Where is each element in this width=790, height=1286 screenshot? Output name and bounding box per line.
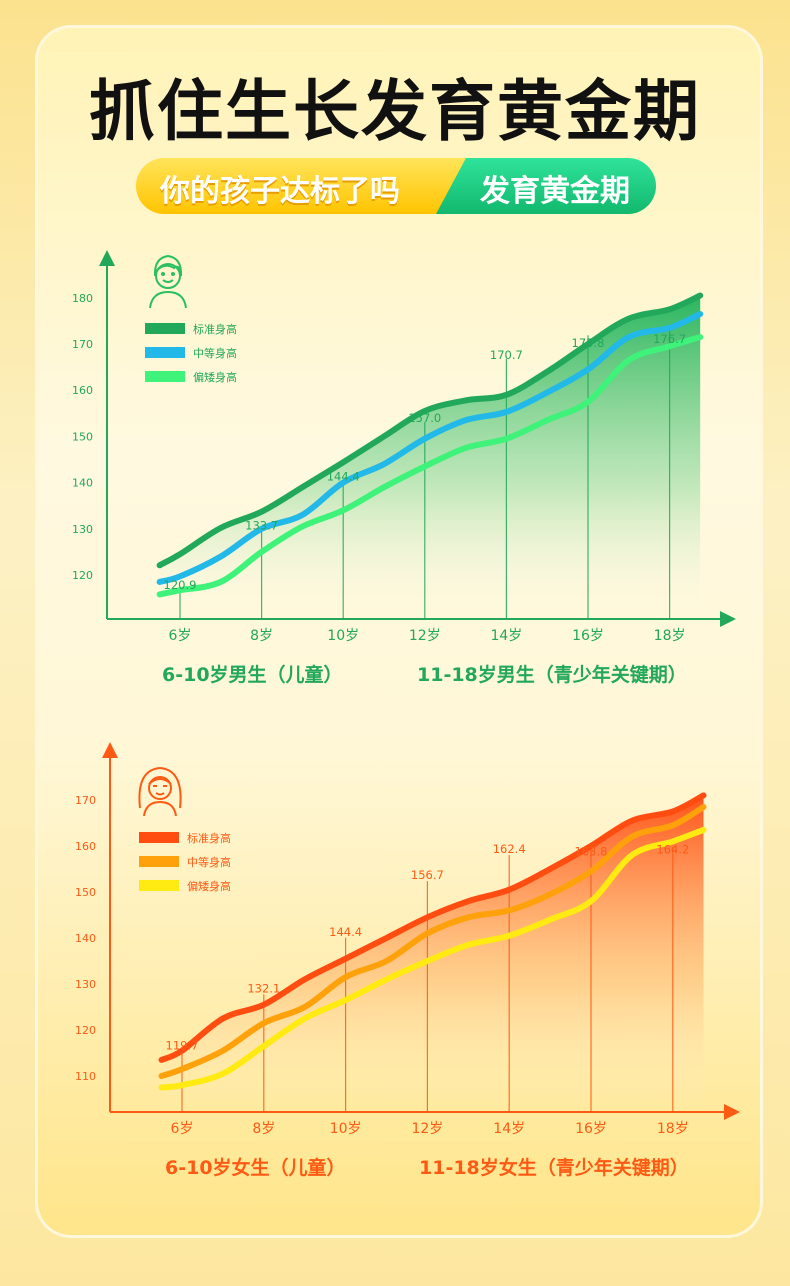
girl-y-tick-label: 160 (75, 840, 96, 853)
boy-data-label: 144.4 (327, 469, 360, 483)
girl-data-label: 162.4 (493, 842, 526, 856)
boy-x-tick-label: 10岁 (327, 628, 359, 644)
boy-series-line (156, 334, 704, 598)
girl-chart: 110 120 130 140 150 160 170 6岁 8岁 10岁 12岁 14岁 16岁 18岁… (75, 742, 740, 1137)
girl-data-label: 132.1 (247, 981, 280, 995)
girl-x-tick-label: 18岁 (657, 1121, 689, 1137)
girl-x-tick-label: 10岁 (330, 1121, 362, 1137)
girl-legend-swatch (139, 880, 179, 891)
boy-y-tick-label: 140 (72, 477, 93, 490)
boy-y-tick-label: 130 (72, 523, 93, 536)
girl-y-tick-label: 170 (75, 794, 96, 807)
girl-section-label-teen: 11-18岁女生（青少年关键期） (419, 1157, 689, 1179)
boy-x-tick-label: 16岁 (572, 628, 604, 644)
boy-legend-swatch (145, 323, 185, 334)
boy-y-tick-label: 180 (72, 292, 93, 305)
girl-legend-label: 偏矮身高 (187, 879, 231, 893)
boy-x-tick-label: 14岁 (490, 628, 522, 644)
girl-x-tick-label: 16岁 (575, 1121, 607, 1137)
boy-legend-swatch (145, 371, 185, 382)
boy-data-label: 120.9 (164, 578, 197, 592)
boy-area-fill (159, 295, 701, 619)
girl-y-tick-label: 150 (75, 886, 96, 899)
girl-legend-swatch (139, 832, 179, 843)
girl-legend-label: 中等身高 (187, 855, 231, 869)
girl-legend-swatch (139, 856, 179, 867)
boy-x-tick-label: 6岁 (169, 628, 192, 644)
girl-data-label: 164.2 (656, 843, 689, 857)
boy-x-tick-label: 8岁 (250, 628, 273, 644)
banner-right-text: 发育黄金期 (480, 174, 630, 209)
girl-x-tick-label: 14岁 (493, 1121, 525, 1137)
girl-data-label: 156.7 (411, 868, 444, 882)
boy-section-label-teen: 11-18岁男生（青少年关键期） (417, 664, 687, 686)
girl-data-label: 163.8 (575, 845, 608, 859)
girl-y-tick-label: 130 (75, 978, 96, 991)
girl-avatar-icon (138, 766, 182, 817)
boy-y-tick-label: 160 (72, 384, 93, 397)
girl-series-line (158, 803, 707, 1079)
boy-data-label: 133.7 (245, 519, 278, 533)
banner-left-text: 你的孩子达标了吗 (160, 174, 400, 209)
boy-legend-label: 标准身高 (193, 322, 237, 336)
boy-data-label: 175.8 (572, 336, 605, 350)
girl-y-tick-label: 110 (75, 1070, 96, 1083)
boy-series-line (156, 311, 704, 585)
boy-data-label: 157.0 (408, 411, 441, 425)
boy-y-tick-label: 150 (72, 430, 93, 443)
boy-section-label-child: 6-10岁男生（儿童） (162, 664, 343, 686)
banner-right-pill: 发育黄金期 (436, 158, 656, 214)
boy-legend-label: 中等身高 (193, 346, 237, 360)
boy-legend-label: 偏矮身高 (193, 370, 237, 384)
girl-legend-label: 标准身高 (187, 831, 231, 845)
boy-data-label: 170.7 (490, 348, 523, 362)
girl-section-label-child: 6-10岁女生（儿童） (165, 1157, 346, 1179)
girl-series-line (158, 826, 707, 1091)
banner-left-pill: 你的孩子达标了吗 (136, 158, 466, 214)
boy-y-tick-label: 170 (72, 338, 93, 351)
girl-x-tick-label: 6岁 (171, 1121, 194, 1137)
page-title: 抓住生长发育黄金期 (89, 73, 701, 150)
girl-data-label: 119.7 (166, 1038, 199, 1052)
subtitle-banner: 你的孩子达标了吗 发育黄金期 (136, 158, 656, 214)
boy-x-tick-label: 18岁 (654, 628, 686, 644)
boy-series-line (156, 292, 704, 569)
boy-y-tick-label: 120 (72, 569, 93, 582)
girl-y-tick-label: 140 (75, 932, 96, 945)
boy-legend-swatch (145, 347, 185, 358)
girl-area-fill (161, 795, 704, 1112)
girl-x-tick-label: 8岁 (252, 1121, 275, 1137)
boy-x-tick-label: 12岁 (409, 628, 441, 644)
girl-y-tick-label: 120 (75, 1024, 96, 1037)
girl-x-tick-label: 12岁 (411, 1121, 443, 1137)
boy-chart: 120 130 140 150 160 170 180 6岁 8岁 10岁 12岁 14岁 16岁 18岁… (72, 250, 736, 644)
girl-series-line (158, 792, 707, 1063)
boy-avatar-icon (149, 254, 187, 309)
boy-data-label: 176.7 (653, 332, 686, 346)
girl-data-label: 144.4 (329, 925, 362, 939)
